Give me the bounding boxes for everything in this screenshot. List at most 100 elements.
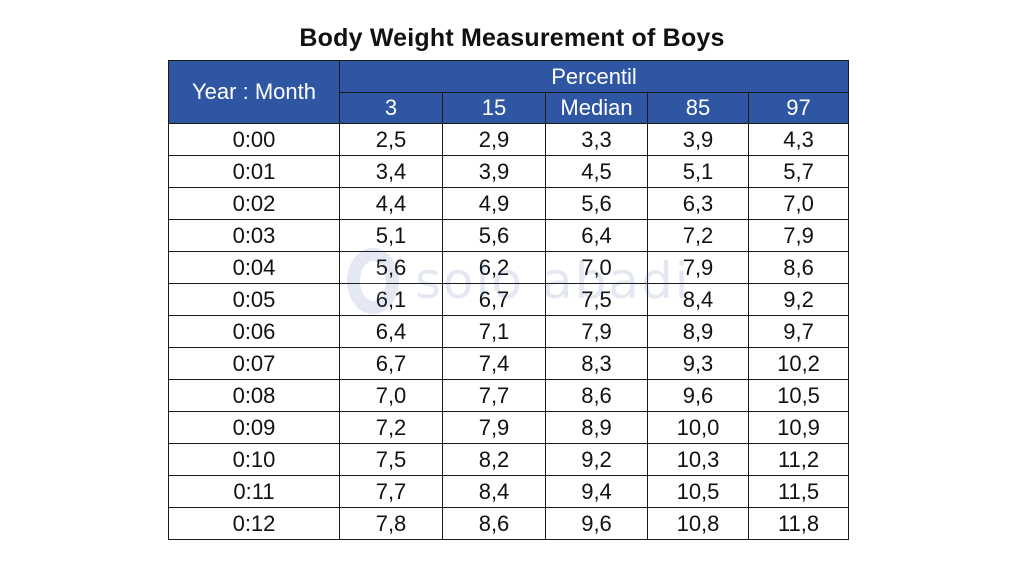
column-header-p3: 3 — [339, 92, 443, 124]
column-header-p97: 97 — [747, 92, 850, 124]
p3-cell: 7,7 — [339, 475, 443, 508]
p97-cell: 5,7 — [747, 155, 850, 188]
p97-cell: 11,5 — [747, 475, 850, 508]
p97-cell: 9,2 — [747, 283, 850, 316]
median-cell: 8,3 — [545, 347, 648, 380]
year-month-cell: 0:07 — [168, 347, 340, 380]
table-row: 0:03 5,1 5,6 6,4 7,2 7,9 — [168, 219, 850, 252]
p85-cell: 10,3 — [647, 443, 749, 476]
p15-cell: 6,7 — [442, 283, 546, 316]
p85-cell: 3,9 — [647, 123, 749, 156]
median-cell: 7,9 — [545, 315, 648, 348]
p97-cell: 11,2 — [747, 443, 850, 476]
year-month-cell: 0:00 — [168, 123, 340, 156]
p85-cell: 7,2 — [647, 219, 749, 252]
p85-cell: 9,3 — [647, 347, 749, 380]
p85-cell: 10,5 — [647, 475, 749, 508]
p15-cell: 7,4 — [442, 347, 546, 380]
year-month-cell: 0:10 — [168, 443, 340, 476]
p85-cell: 8,9 — [647, 315, 749, 348]
p97-cell: 11,8 — [747, 507, 850, 540]
table-row: 0:11 7,7 8,4 9,4 10,5 11,5 — [168, 475, 850, 508]
year-month-cell: 0:08 — [168, 379, 340, 412]
table-header: Year : Month Percentil 3 15 Median 85 97 — [168, 60, 850, 124]
year-month-cell: 0:09 — [168, 411, 340, 444]
year-month-header: Year : Month — [168, 60, 340, 124]
median-cell: 9,6 — [545, 507, 648, 540]
p15-cell: 7,1 — [442, 315, 546, 348]
median-cell: 4,5 — [545, 155, 648, 188]
table-row: 0:05 6,1 6,7 7,5 8,4 9,2 — [168, 283, 850, 316]
p3-cell: 7,5 — [339, 443, 443, 476]
p15-cell: 6,2 — [442, 251, 546, 284]
table-body: 0:00 2,5 2,9 3,3 3,9 4,3 0:01 3,4 3,9 4,5 5,1 5,7 0:… — [168, 123, 850, 540]
p3-cell: 3,4 — [339, 155, 443, 188]
table-row: 0:12 7,8 8,6 9,6 10,8 11,8 — [168, 507, 850, 540]
p97-cell: 10,2 — [747, 347, 850, 380]
column-header-p15: 15 — [442, 92, 546, 124]
year-month-cell: 0:05 — [168, 283, 340, 316]
p15-cell: 8,6 — [442, 507, 546, 540]
median-cell: 6,4 — [545, 219, 648, 252]
table-row: 0:09 7,2 7,9 8,9 10,0 10,9 — [168, 411, 850, 444]
column-header-p85: 85 — [647, 92, 749, 124]
median-cell: 9,4 — [545, 475, 648, 508]
median-cell: 9,2 — [545, 443, 648, 476]
p3-cell: 6,1 — [339, 283, 443, 316]
year-month-cell: 0:01 — [168, 155, 340, 188]
p15-cell: 2,9 — [442, 123, 546, 156]
median-cell: 7,5 — [545, 283, 648, 316]
p3-cell: 7,8 — [339, 507, 443, 540]
p3-cell: 2,5 — [339, 123, 443, 156]
percentil-header: Percentil — [338, 60, 850, 93]
weight-table: Year : Month Percentil 3 15 Median 85 97… — [168, 60, 850, 540]
median-cell: 8,9 — [545, 411, 648, 444]
p3-cell: 5,1 — [339, 219, 443, 252]
p97-cell: 7,9 — [747, 219, 850, 252]
p85-cell: 5,1 — [647, 155, 749, 188]
table-row: 0:06 6,4 7,1 7,9 8,9 9,7 — [168, 315, 850, 348]
p97-cell: 7,0 — [747, 187, 850, 220]
year-month-cell: 0:06 — [168, 315, 340, 348]
p15-cell: 4,9 — [442, 187, 546, 220]
year-month-cell: 0:04 — [168, 251, 340, 284]
p15-cell: 8,4 — [442, 475, 546, 508]
p3-cell: 5,6 — [339, 251, 443, 284]
p15-cell: 7,9 — [442, 411, 546, 444]
p15-cell: 8,2 — [442, 443, 546, 476]
table-row: 0:07 6,7 7,4 8,3 9,3 10,2 — [168, 347, 850, 380]
p97-cell: 10,9 — [747, 411, 850, 444]
p97-cell: 8,6 — [747, 251, 850, 284]
p15-cell: 3,9 — [442, 155, 546, 188]
p3-cell: 6,7 — [339, 347, 443, 380]
table-row: 0:04 5,6 6,2 7,0 7,9 8,6 — [168, 251, 850, 284]
median-cell: 5,6 — [545, 187, 648, 220]
p97-cell: 10,5 — [747, 379, 850, 412]
year-month-cell: 0:02 — [168, 187, 340, 220]
median-cell: 7,0 — [545, 251, 648, 284]
p15-cell: 7,7 — [442, 379, 546, 412]
p97-cell: 9,7 — [747, 315, 850, 348]
table-row: 0:01 3,4 3,9 4,5 5,1 5,7 — [168, 155, 850, 188]
year-month-cell: 0:12 — [168, 507, 340, 540]
p85-cell: 10,8 — [647, 507, 749, 540]
p3-cell: 6,4 — [339, 315, 443, 348]
p85-cell: 7,9 — [647, 251, 749, 284]
p3-cell: 7,2 — [339, 411, 443, 444]
median-cell: 3,3 — [545, 123, 648, 156]
table-row: 0:00 2,5 2,9 3,3 3,9 4,3 — [168, 123, 850, 156]
p85-cell: 9,6 — [647, 379, 749, 412]
p85-cell: 6,3 — [647, 187, 749, 220]
table-row: 0:10 7,5 8,2 9,2 10,3 11,2 — [168, 443, 850, 476]
median-cell: 8,6 — [545, 379, 648, 412]
column-header-median: Median — [545, 92, 648, 124]
table-row: 0:08 7,0 7,7 8,6 9,6 10,5 — [168, 379, 850, 412]
year-month-cell: 0:03 — [168, 219, 340, 252]
p3-cell: 4,4 — [339, 187, 443, 220]
p85-cell: 10,0 — [647, 411, 749, 444]
p85-cell: 8,4 — [647, 283, 749, 316]
p97-cell: 4,3 — [747, 123, 850, 156]
p3-cell: 7,0 — [339, 379, 443, 412]
p15-cell: 5,6 — [442, 219, 546, 252]
page-title: Body Weight Measurement of Boys — [299, 24, 725, 52]
